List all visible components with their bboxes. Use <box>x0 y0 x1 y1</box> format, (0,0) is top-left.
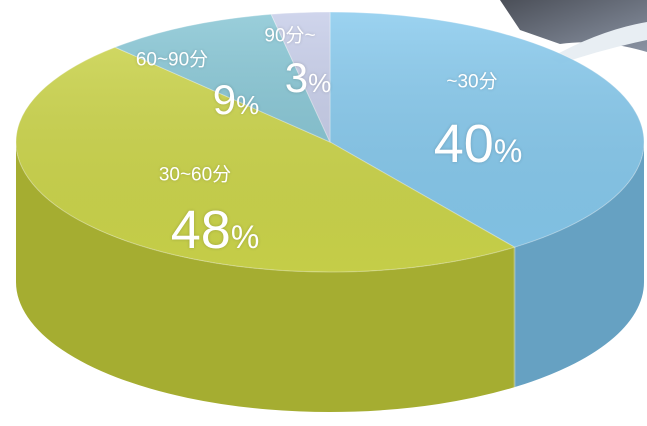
slice-value-number: 48 <box>170 200 231 260</box>
slice-value-unit: % <box>308 68 332 98</box>
slice-value-over-90: 3% <box>285 54 331 102</box>
slice-value-unit: % <box>493 133 523 169</box>
slice-label-60-90: 60~90分 <box>135 49 209 71</box>
slice-value-unit: % <box>236 90 260 120</box>
slice-value-number: 40 <box>433 114 494 174</box>
pie-side-1 <box>16 142 515 412</box>
pie-side-0 <box>514 142 644 388</box>
slice-value-60-90: 9% <box>213 76 259 124</box>
slice-value-unit: % <box>230 219 260 255</box>
slice-label-30-60: 30~60分 <box>158 164 232 186</box>
slice-value-number: 3 <box>284 54 309 101</box>
pie-top-shade <box>16 12 644 272</box>
slice-value-number: 9 <box>212 76 237 123</box>
slice-value-30-60: 48% <box>171 199 260 261</box>
slice-label-under-30: ~30分 <box>446 71 498 93</box>
background-photo-corner <box>500 0 647 64</box>
slice-value-under-30: 40% <box>434 113 523 175</box>
slice-label-over-90: 90分~ <box>264 25 316 47</box>
